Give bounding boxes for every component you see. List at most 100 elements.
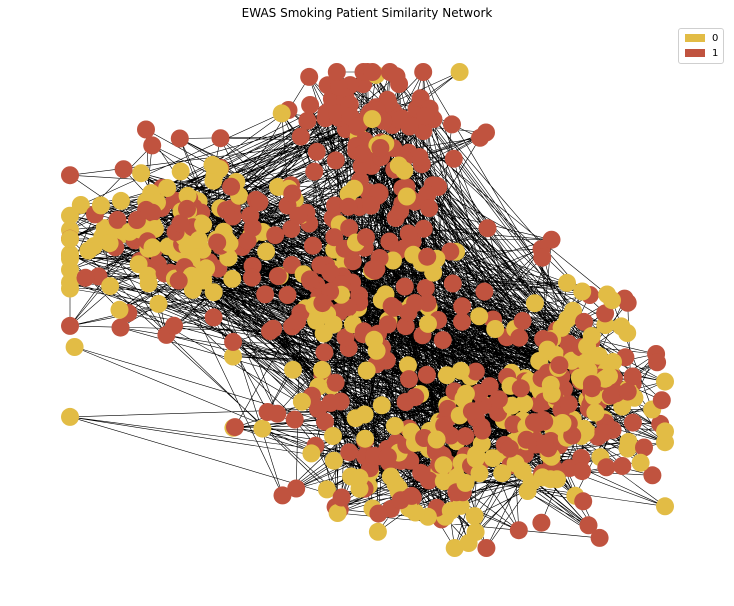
- node-class-0: [656, 372, 674, 391]
- node-class-0: [533, 468, 552, 487]
- node-class-1: [414, 63, 433, 81]
- node-class-0: [573, 282, 592, 301]
- node-class-1: [466, 362, 485, 381]
- node-class-0: [61, 230, 79, 248]
- node-class-0: [437, 366, 456, 385]
- node-class-1: [462, 402, 481, 421]
- node-class-1: [535, 434, 554, 453]
- node-class-0: [112, 191, 130, 210]
- node-class-0: [456, 473, 475, 492]
- node-class-1: [285, 410, 304, 429]
- node-class-1: [542, 230, 561, 249]
- node-class-1: [410, 148, 429, 166]
- node-class-0: [159, 237, 178, 256]
- node-class-1: [365, 446, 383, 465]
- node-class-1: [648, 353, 667, 372]
- node-class-1: [273, 486, 292, 505]
- node-class-0: [564, 301, 582, 320]
- node-class-0: [367, 341, 386, 360]
- node-class-0: [129, 255, 148, 274]
- node-class-1: [340, 443, 359, 462]
- node-class-0: [324, 451, 343, 470]
- node-class-1: [400, 117, 419, 136]
- node-class-1: [435, 416, 454, 435]
- node-class-1: [143, 136, 162, 155]
- node-class-1: [339, 197, 358, 216]
- node-class-1: [579, 516, 598, 535]
- node-class-0: [194, 215, 213, 234]
- node-class-1: [380, 232, 399, 251]
- node-class-1: [477, 123, 495, 142]
- node-class-1: [478, 219, 497, 238]
- node-class-1: [399, 303, 418, 322]
- node-class-1: [418, 293, 437, 312]
- node-class-0: [253, 419, 272, 438]
- node-class-1: [111, 318, 130, 337]
- node-class-1: [371, 139, 390, 157]
- node-class-1: [127, 211, 146, 229]
- node-class-0: [541, 375, 560, 394]
- node-class-0: [292, 392, 311, 411]
- node-class-1: [137, 120, 155, 139]
- node-class-0: [631, 453, 650, 472]
- node-class-1: [489, 390, 508, 409]
- node-class-0: [576, 423, 595, 441]
- node-class-1: [301, 96, 320, 114]
- node-class-0: [427, 430, 446, 449]
- node-class-0: [656, 422, 674, 441]
- node-class-1: [623, 413, 642, 432]
- node-class-1: [340, 219, 359, 237]
- node-class-1: [433, 331, 452, 350]
- node-class-1: [480, 377, 499, 396]
- node-class-1: [268, 267, 287, 286]
- node-class-1: [528, 414, 546, 433]
- node-class-1: [399, 224, 418, 243]
- node-class-1: [313, 294, 332, 313]
- node-class-1: [594, 423, 613, 442]
- node-class-1: [321, 393, 340, 412]
- node-class-1: [171, 214, 190, 233]
- node-class-1: [326, 373, 345, 392]
- node-class-1: [169, 271, 188, 290]
- legend-item-1: 1: [685, 47, 718, 59]
- node-class-1: [418, 247, 437, 266]
- node-class-1: [477, 539, 496, 557]
- node-class-1: [582, 375, 601, 394]
- node-class-1: [444, 149, 463, 168]
- node-class-1: [241, 206, 260, 225]
- node-class-1: [178, 199, 196, 218]
- node-class-0: [465, 507, 484, 526]
- node-class-1: [417, 365, 436, 384]
- node-class-1: [61, 166, 79, 185]
- node-class-1: [264, 319, 283, 338]
- node-class-0: [451, 361, 470, 380]
- node-class-0: [91, 196, 110, 215]
- node-class-0: [586, 403, 605, 422]
- node-class-1: [406, 388, 425, 407]
- node-class-1: [378, 315, 397, 334]
- node-class-1: [511, 379, 530, 398]
- node-class-0: [399, 356, 417, 375]
- node-class-0: [486, 320, 505, 338]
- node-class-1: [416, 279, 435, 297]
- node-class-1: [369, 504, 388, 523]
- node-class-1: [268, 404, 287, 423]
- node-class-1: [108, 210, 127, 229]
- node-class-0: [356, 429, 375, 448]
- node-class-0: [525, 294, 544, 313]
- node-class-1: [304, 236, 322, 255]
- node-class-1: [378, 447, 397, 466]
- node-class-0: [470, 307, 489, 326]
- node-class-1: [362, 196, 381, 215]
- node-class-0: [149, 294, 168, 313]
- legend-swatch-0: [685, 34, 705, 42]
- node-class-1: [332, 488, 351, 507]
- node-class-1: [596, 304, 615, 323]
- node-class-1: [443, 274, 462, 293]
- node-class-0: [224, 347, 242, 366]
- node-class-1: [652, 391, 671, 410]
- node-class-0: [466, 449, 485, 468]
- node-class-1: [208, 233, 227, 252]
- node-class-1: [283, 184, 302, 203]
- node-class-1: [414, 219, 433, 238]
